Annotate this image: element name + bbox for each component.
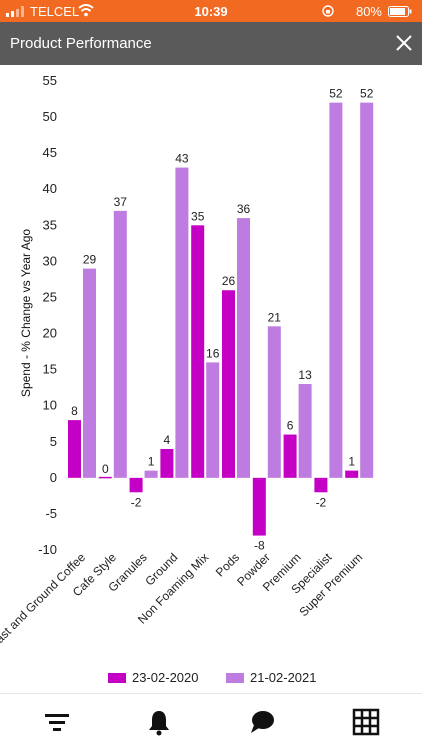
y-tick-label: 5 [50, 434, 57, 449]
y-tick-label: 0 [50, 470, 57, 485]
data-label: 8 [71, 404, 78, 418]
data-label: 37 [114, 195, 128, 209]
bar-chart: Spend - % Change vs Year Ago 55504540353… [0, 73, 374, 655]
y-axis-label: Spend - % Change vs Year Ago [19, 229, 33, 397]
data-label: 36 [237, 202, 251, 216]
bar [283, 434, 297, 478]
data-label: 52 [329, 87, 343, 101]
bar [98, 476, 112, 479]
close-icon[interactable] [394, 33, 414, 53]
battery-percent: 80% [355, 4, 382, 19]
bar [345, 470, 359, 478]
y-tick-label: 45 [43, 145, 57, 160]
bar [298, 384, 312, 478]
y-tick-label: 50 [43, 109, 57, 124]
signal-icon [6, 6, 24, 17]
y-tick-label: -5 [45, 506, 57, 521]
wifi-icon [78, 4, 94, 17]
bar [237, 218, 250, 478]
bar [191, 225, 205, 478]
battery-icon [388, 6, 412, 17]
rotation-lock-icon [322, 5, 334, 17]
data-label: 26 [222, 274, 236, 288]
x-tick-label: Roast and Ground Coffee [0, 550, 88, 655]
y-tick-label: 30 [43, 253, 57, 268]
chat-icon[interactable] [248, 708, 276, 736]
data-label: 21 [268, 310, 282, 324]
y-tick-label: 40 [43, 181, 57, 196]
bar [314, 477, 328, 493]
legend-swatch [226, 672, 244, 683]
filter-icon[interactable] [43, 708, 71, 736]
data-label: 1 [348, 455, 355, 469]
data-label: 29 [83, 253, 97, 267]
data-label: 4 [164, 433, 171, 447]
chart-legend: 23-02-2020 21-02-2021 [0, 670, 422, 688]
bar [252, 477, 266, 536]
legend-label: 23-02-2020 [132, 670, 199, 685]
bell-icon[interactable] [145, 708, 173, 736]
legend-item-series-2: 21-02-2021 [226, 670, 317, 685]
bar [175, 167, 189, 478]
y-tick-label: 55 [43, 73, 57, 88]
y-tick-label: 35 [43, 217, 57, 232]
carrier-name: TELCEL [30, 4, 80, 19]
y-tick-label: 10 [43, 398, 57, 413]
bar [113, 210, 127, 478]
data-label: -2 [131, 495, 142, 509]
bottom-tab-bar [0, 693, 422, 751]
legend-item-series-1: 23-02-2020 [108, 670, 199, 685]
data-label: 1 [148, 455, 155, 469]
y-tick-label: 25 [43, 289, 57, 304]
bar [129, 477, 143, 493]
grid-icon[interactable] [352, 708, 380, 736]
bar [144, 470, 158, 478]
legend-swatch [108, 672, 126, 683]
legend-label: 21-02-2021 [250, 670, 317, 685]
data-label: 0 [102, 462, 109, 476]
bar [360, 102, 374, 478]
data-label: 52 [360, 87, 374, 101]
status-bar: TELCEL 10:39 80% [0, 0, 422, 22]
data-label: 16 [206, 346, 220, 360]
y-tick-label: -10 [38, 542, 57, 557]
bar [206, 362, 220, 478]
bar [222, 290, 235, 478]
bar [267, 326, 281, 478]
bar [68, 420, 81, 478]
bar [160, 448, 174, 478]
data-label: -2 [316, 495, 327, 509]
y-tick-label: 20 [43, 326, 57, 341]
data-label: 43 [175, 152, 189, 166]
bar [83, 268, 96, 478]
data-label: 13 [298, 368, 312, 382]
y-tick-label: 15 [43, 362, 57, 377]
status-time: 10:39 [194, 4, 228, 19]
bar [329, 102, 343, 478]
data-label: 6 [287, 419, 294, 433]
data-label: 35 [191, 209, 205, 223]
data-label: -8 [254, 539, 265, 553]
page-title: Product Performance [10, 35, 152, 52]
header-bar: Product Performance [0, 22, 422, 65]
